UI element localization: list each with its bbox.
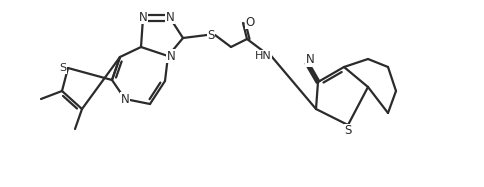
Text: S: S <box>60 63 67 73</box>
Text: N: N <box>138 10 147 24</box>
Text: S: S <box>344 125 352 137</box>
Text: N: N <box>305 53 315 66</box>
Text: N: N <box>166 50 175 62</box>
Text: HN: HN <box>255 51 272 61</box>
Text: N: N <box>121 93 129 105</box>
Text: S: S <box>207 28 215 42</box>
Text: O: O <box>245 16 255 28</box>
Text: N: N <box>166 10 174 24</box>
